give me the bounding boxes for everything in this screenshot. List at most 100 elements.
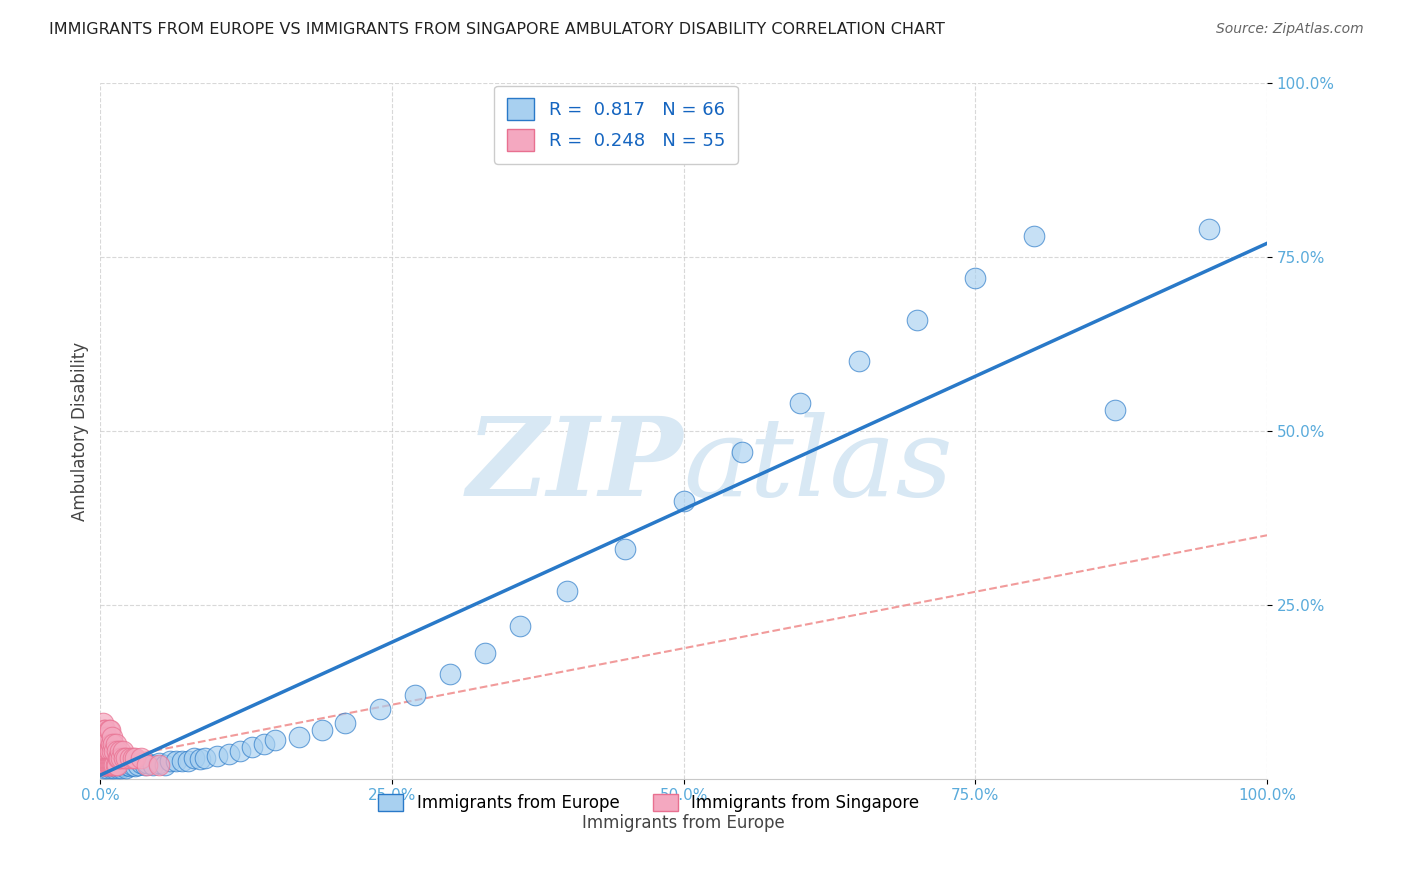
Point [253,737,276,751]
Point [1198,222,1220,236]
Point [96,730,118,744]
Point [115,757,138,772]
Point [96,761,118,775]
Point [124,750,146,764]
Point [107,761,129,775]
Point [112,757,135,772]
Point [94,757,117,772]
Point [188,752,211,766]
Point [103,757,125,772]
Point [112,750,135,764]
Point [105,744,128,758]
Point [115,750,138,764]
Point [96,730,118,744]
Point [134,757,156,772]
Point [218,747,240,762]
Point [103,759,125,773]
Point [100,761,122,775]
Point [614,542,637,557]
Point [287,730,309,744]
Point [555,583,578,598]
Point [108,750,131,764]
Point [97,757,120,772]
Point [96,757,118,772]
Point [98,744,121,758]
Point [965,271,987,285]
Point [93,750,115,764]
Point [105,757,128,772]
Point [90,744,112,758]
X-axis label: Immigrants from Europe: Immigrants from Europe [582,814,785,832]
Text: IMMIGRANTS FROM EUROPE VS IMMIGRANTS FROM SINGAPORE AMBULATORY DISABILITY CORREL: IMMIGRANTS FROM EUROPE VS IMMIGRANTS FRO… [49,22,945,37]
Point [98,723,121,737]
Point [105,759,128,773]
Point [103,744,125,758]
Point [103,761,125,775]
Point [98,757,121,772]
Point [100,757,122,772]
Point [90,730,112,744]
Point [509,618,531,632]
Point [100,737,122,751]
Point [91,757,114,772]
Point [183,750,205,764]
Point [121,757,143,772]
Point [98,759,121,773]
Point [474,647,496,661]
Point [118,759,141,773]
Point [335,715,357,730]
Point [129,756,152,771]
Text: ZIP: ZIP [467,412,683,519]
Point [165,754,187,768]
Point [108,744,131,758]
Point [97,723,120,737]
Point [108,759,131,773]
Point [905,313,928,327]
Point [91,744,114,758]
Point [148,757,170,772]
Point [96,744,118,758]
Point [103,757,125,772]
Point [110,761,132,775]
Point [115,761,138,775]
Point [101,744,124,758]
Point [110,750,132,764]
Point [731,445,754,459]
Point [93,723,115,737]
Point [439,667,461,681]
Point [101,730,124,744]
Point [91,750,114,764]
Point [1104,403,1126,417]
Point [170,754,193,768]
Text: atlas: atlas [683,412,953,519]
Point [129,750,152,764]
Point [111,757,134,772]
Point [153,757,176,772]
Point [122,750,145,764]
Point [229,744,252,758]
Point [103,737,125,751]
Point [104,757,127,772]
Point [148,756,170,771]
Text: Source: ZipAtlas.com: Source: ZipAtlas.com [1216,22,1364,37]
Point [97,744,120,758]
Point [96,759,118,773]
Point [124,759,146,773]
Point [118,750,141,764]
Point [90,757,112,772]
Point [107,750,129,764]
Point [114,759,136,773]
Point [96,744,118,758]
Point [96,757,118,772]
Point [101,757,124,772]
Point [789,396,811,410]
Point [93,757,115,772]
Point [111,744,134,758]
Point [194,750,217,764]
Point [404,688,426,702]
Point [91,730,114,744]
Point [90,757,112,772]
Point [97,757,120,772]
Point [93,761,115,775]
Point [93,737,115,751]
